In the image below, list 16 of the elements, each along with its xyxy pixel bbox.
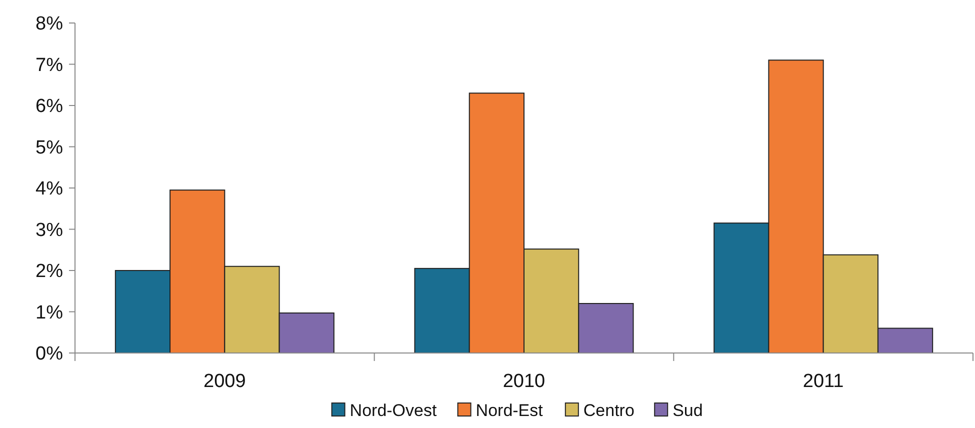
y-tick-label: 2% — [36, 261, 64, 282]
x-tick-label: 2009 — [204, 371, 246, 392]
y-tick-label: 3% — [36, 220, 64, 241]
y-tick-label: 1% — [36, 302, 64, 324]
x-tick-label: 2010 — [502, 371, 546, 392]
y-tick-label: 7% — [36, 54, 64, 76]
y-tick-label: 5% — [36, 137, 64, 158]
legend-label: Centro — [583, 400, 634, 420]
x-tick-label: 2011 — [802, 371, 844, 392]
legend-label: Sud — [672, 400, 703, 420]
y-tick-label: 8% — [36, 14, 64, 35]
y-tick-label: 0% — [36, 344, 64, 365]
legend-label: Nord-Ovest — [350, 400, 437, 420]
y-tick-label: 6% — [36, 96, 64, 118]
y-tick-label: 4% — [36, 178, 64, 200]
legend-label: Nord-Est — [476, 400, 544, 420]
